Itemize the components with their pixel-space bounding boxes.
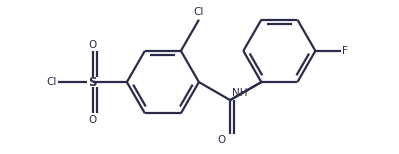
Text: Cl: Cl	[46, 77, 57, 87]
Text: F: F	[342, 46, 348, 56]
Text: NH: NH	[232, 88, 247, 98]
Text: O: O	[89, 115, 97, 125]
Text: S: S	[88, 76, 97, 89]
Text: Cl: Cl	[194, 7, 204, 17]
Text: O: O	[89, 40, 97, 50]
Text: O: O	[217, 135, 225, 145]
